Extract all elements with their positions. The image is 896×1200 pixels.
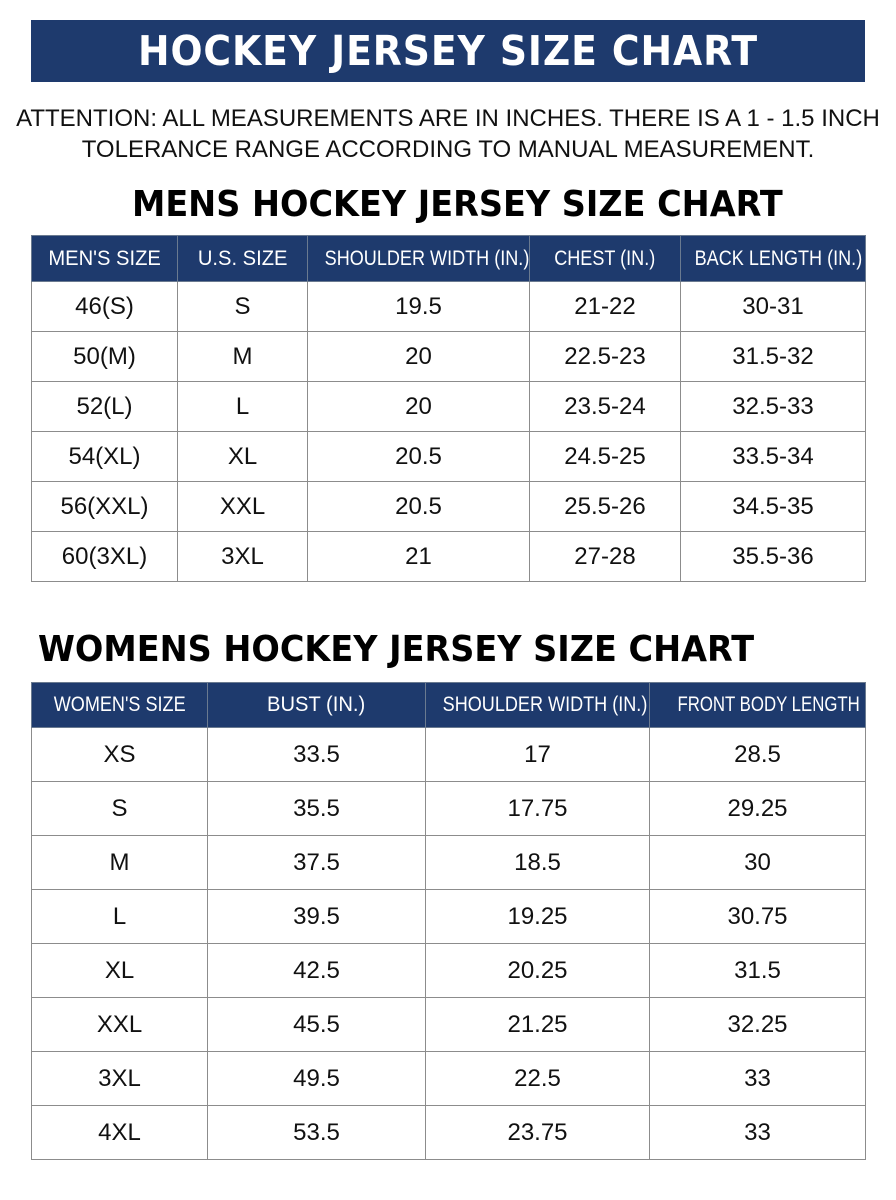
- table-cell: 34.5-35: [680, 481, 866, 532]
- table-cell: 17.75: [425, 781, 650, 836]
- table-cell: 24.5-25: [529, 431, 681, 482]
- table-cell: XXL: [31, 997, 208, 1052]
- table-cell: XXL: [177, 481, 308, 532]
- table-cell: 56(XXL): [31, 481, 178, 532]
- table-cell: 29.25: [649, 781, 866, 836]
- table-row: XS 33.5 17 28.5: [31, 727, 866, 782]
- table-cell: 19.5: [307, 281, 530, 332]
- table-cell: 18.5: [425, 835, 650, 890]
- notice-line-2: TOLERANCE RANGE ACCORDING TO MANUAL MEAS…: [81, 136, 815, 163]
- womens-col-header: FRONT BODY LENGTH (IN.): [649, 682, 866, 728]
- notice-line-1: ATTENTION: ALL MEASUREMENTS ARE IN INCHE…: [16, 105, 880, 132]
- table-cell: 28.5: [649, 727, 866, 782]
- table-cell: 20: [307, 381, 530, 432]
- table-row: 46(S) S 19.5 21-22 30-31: [31, 281, 866, 332]
- table-cell: 21-22: [529, 281, 681, 332]
- table-cell: 22.5: [425, 1051, 650, 1106]
- table-cell: L: [31, 889, 208, 944]
- table-cell: 39.5: [207, 889, 426, 944]
- table-cell: 3XL: [177, 531, 308, 582]
- table-cell: 46(S): [31, 281, 178, 332]
- table-cell: 20: [307, 331, 530, 382]
- table-cell: 33.5: [207, 727, 426, 782]
- table-row: 60(3XL) 3XL 21 27-28 35.5-36: [31, 531, 866, 582]
- table-cell: M: [31, 835, 208, 890]
- table-cell: 21.25: [425, 997, 650, 1052]
- table-row: L 39.5 19.25 30.75: [31, 889, 866, 944]
- table-row: 50(M) M 20 22.5-23 31.5-32: [31, 331, 866, 382]
- table-cell: XS: [31, 727, 208, 782]
- table-cell: 17: [425, 727, 650, 782]
- table-cell: 4XL: [31, 1105, 208, 1160]
- table-cell: 52(L): [31, 381, 178, 432]
- table-row: 3XL 49.5 22.5 33: [31, 1051, 866, 1106]
- measurement-notice: ATTENTION: ALL MEASUREMENTS ARE IN INCHE…: [0, 103, 896, 165]
- table-cell: M: [177, 331, 308, 382]
- table-row: XXL 45.5 21.25 32.25: [31, 997, 866, 1052]
- table-cell: 25.5-26: [529, 481, 681, 532]
- table-cell: 30-31: [680, 281, 866, 332]
- mens-col-header: SHOULDER WIDTH (IN.): [307, 235, 530, 282]
- table-cell: XL: [31, 943, 208, 998]
- table-cell: XL: [177, 431, 308, 482]
- table-row: M 37.5 18.5 30: [31, 835, 866, 890]
- table-cell: 42.5: [207, 943, 426, 998]
- table-cell: 30.75: [649, 889, 866, 944]
- table-cell: 45.5: [207, 997, 426, 1052]
- table-cell: 35.5-36: [680, 531, 866, 582]
- table-cell: 54(XL): [31, 431, 178, 482]
- table-cell: 23.5-24: [529, 381, 681, 432]
- table-cell: S: [31, 781, 208, 836]
- table-cell: 27-28: [529, 531, 681, 582]
- table-cell: 20.5: [307, 481, 530, 532]
- table-cell: 50(M): [31, 331, 178, 382]
- mens-col-header: CHEST (IN.): [529, 235, 681, 282]
- table-row: 56(XXL) XXL 20.5 25.5-26 34.5-35: [31, 481, 866, 532]
- table-cell: 33.5-34: [680, 431, 866, 482]
- womens-size-table: WOMEN'S SIZE BUST (IN.) SHOULDER WIDTH (…: [31, 682, 866, 1160]
- table-row: 52(L) L 20 23.5-24 32.5-33: [31, 381, 866, 432]
- table-cell: 35.5: [207, 781, 426, 836]
- table-cell: 37.5: [207, 835, 426, 890]
- table-cell: 30: [649, 835, 866, 890]
- table-cell: 32.25: [649, 997, 866, 1052]
- table-cell: 19.25: [425, 889, 650, 944]
- table-cell: 60(3XL): [31, 531, 178, 582]
- table-cell: 49.5: [207, 1051, 426, 1106]
- mens-col-header: U.S. SIZE: [177, 235, 308, 282]
- table-cell: 32.5-33: [680, 381, 866, 432]
- womens-col-header: WOMEN'S SIZE: [31, 682, 208, 728]
- mens-size-table: MEN'S SIZE U.S. SIZE SHOULDER WIDTH (IN.…: [31, 235, 866, 582]
- table-row: 54(XL) XL 20.5 24.5-25 33.5-34: [31, 431, 866, 482]
- table-row: XL 42.5 20.25 31.5: [31, 943, 866, 998]
- table-cell: 31.5-32: [680, 331, 866, 382]
- mens-col-header: MEN'S SIZE: [31, 235, 178, 282]
- table-cell: L: [177, 381, 308, 432]
- table-cell: 33: [649, 1105, 866, 1160]
- table-cell: 33: [649, 1051, 866, 1106]
- womens-col-header: SHOULDER WIDTH (IN.): [425, 682, 650, 728]
- womens-header-row: WOMEN'S SIZE BUST (IN.) SHOULDER WIDTH (…: [31, 682, 866, 728]
- table-cell: 20.25: [425, 943, 650, 998]
- table-cell: 22.5-23: [529, 331, 681, 382]
- page-title: HOCKEY JERSEY SIZE CHART: [137, 27, 759, 75]
- title-banner: HOCKEY JERSEY SIZE CHART: [31, 20, 865, 82]
- table-cell: 3XL: [31, 1051, 208, 1106]
- table-cell: 53.5: [207, 1105, 426, 1160]
- table-row: S 35.5 17.75 29.25: [31, 781, 866, 836]
- table-cell: 23.75: [425, 1105, 650, 1160]
- womens-col-header: BUST (IN.): [207, 682, 426, 728]
- womens-section-title: WOMENS HOCKEY JERSEY SIZE CHART: [38, 629, 755, 670]
- mens-section-title: MENS HOCKEY JERSEY SIZE CHART: [132, 184, 783, 225]
- table-cell: S: [177, 281, 308, 332]
- mens-header-row: MEN'S SIZE U.S. SIZE SHOULDER WIDTH (IN.…: [31, 235, 866, 282]
- table-cell: 31.5: [649, 943, 866, 998]
- table-cell: 20.5: [307, 431, 530, 482]
- table-cell: 21: [307, 531, 530, 582]
- mens-col-header: BACK LENGTH (IN.): [680, 235, 866, 282]
- table-row: 4XL 53.5 23.75 33: [31, 1105, 866, 1160]
